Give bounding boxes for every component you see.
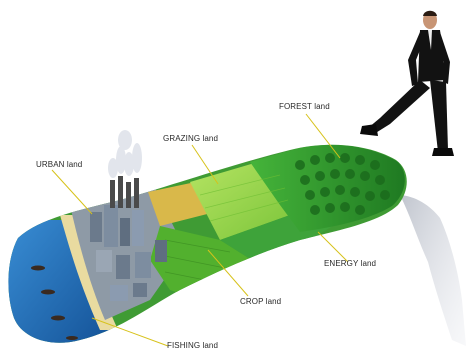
grazing-land-label: GRAZING land — [163, 134, 218, 143]
crop-land-label: CROP land — [240, 297, 282, 306]
label-leader-lines — [51, 113, 349, 347]
urban-land-label: URBAN land — [36, 160, 83, 169]
forest-land-label: FOREST land — [279, 102, 330, 111]
city-buildings — [90, 176, 167, 301]
man-shadow — [400, 195, 466, 346]
energy-land-label: ENERGY land — [324, 259, 377, 268]
smoke-plumes — [108, 130, 142, 178]
fishing-land-label: FISHING land — [167, 341, 218, 350]
footprint-landscape — [8, 144, 407, 343]
walking-businessman — [360, 10, 454, 156]
boats — [31, 265, 78, 340]
crop-zone — [150, 226, 255, 300]
